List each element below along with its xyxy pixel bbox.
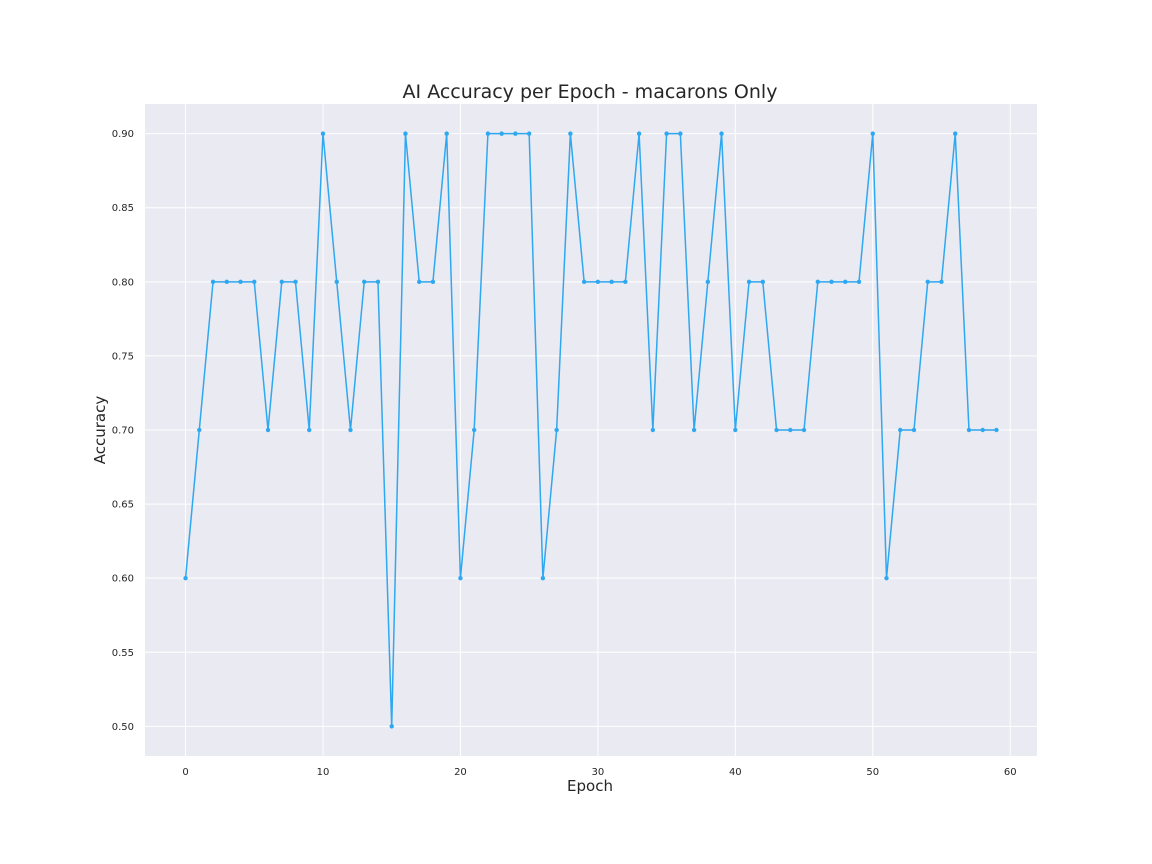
data-point [348, 427, 353, 433]
data-point [953, 131, 958, 136]
data-point [444, 131, 449, 136]
data-point [829, 279, 834, 285]
y-tick-label: 0.75 [112, 351, 134, 362]
data-point [856, 279, 862, 285]
data-point [994, 427, 999, 433]
y-tick-label: 0.65 [112, 500, 134, 511]
x-tick-label: 50 [866, 767, 879, 778]
y-tick-label: 0.90 [112, 129, 134, 140]
data-point [664, 131, 669, 136]
data-point [334, 279, 339, 285]
series-line [184, 132, 997, 728]
y-tick-label: 0.80 [112, 277, 134, 288]
x-axis-label: Epoch [567, 777, 613, 795]
data-point [746, 279, 752, 285]
data-point [925, 279, 930, 285]
data-point [238, 279, 243, 285]
data-point [568, 131, 573, 136]
y-axis-label: Accuracy [91, 396, 109, 465]
data-point [375, 279, 381, 285]
data-point [966, 427, 972, 433]
x-tick-label: 60 [1004, 767, 1017, 778]
data-point [884, 575, 889, 581]
data-point [362, 279, 367, 285]
data-point [650, 427, 656, 433]
data-point [788, 427, 793, 433]
series-group [183, 131, 999, 729]
data-point [609, 279, 614, 285]
y-tick-label: 0.50 [112, 722, 134, 733]
data-point [471, 427, 477, 433]
data-point [760, 279, 766, 285]
data-point [636, 131, 642, 136]
data-point [581, 279, 587, 285]
data-point [513, 131, 518, 136]
data-point [843, 279, 848, 285]
x-tick-labels: 0 10 20 30 40 50 60 [182, 767, 1016, 778]
data-point [389, 724, 394, 729]
data-point [911, 427, 917, 433]
data-point [265, 427, 271, 433]
data-point [898, 427, 903, 433]
x-tick-label: 40 [729, 767, 742, 778]
data-point [980, 427, 985, 433]
data-point [733, 427, 738, 433]
data-point [595, 279, 601, 285]
data-point [815, 279, 820, 285]
data-point [293, 279, 298, 285]
data-point [705, 279, 711, 285]
data-point [210, 279, 216, 285]
chart-title: AI Accuracy per Epoch - macarons Only [403, 81, 778, 103]
data-point [403, 131, 408, 136]
data-point [691, 427, 697, 433]
data-point [416, 279, 422, 285]
data-point [485, 131, 491, 136]
data-point [939, 279, 944, 285]
data-point [252, 279, 257, 285]
data-point [307, 427, 312, 433]
data-point [224, 279, 229, 285]
data-point [320, 131, 326, 136]
x-tick-label: 30 [592, 767, 605, 778]
data-point [719, 131, 724, 136]
y-tick-label: 0.60 [112, 574, 134, 585]
x-tick-label: 0 [182, 767, 188, 778]
data-point [430, 279, 436, 285]
data-point [279, 279, 284, 285]
y-tick-labels: 0.50 0.55 0.60 0.65 0.70 0.75 0.80 0.85 0.90 [112, 129, 134, 733]
y-tick-label: 0.85 [112, 203, 134, 214]
x-tick-label: 10 [317, 767, 330, 778]
data-point [623, 279, 628, 285]
x-tick-label: 20 [454, 767, 467, 778]
data-point [499, 131, 504, 136]
data-point [540, 575, 546, 581]
y-tick-label: 0.70 [112, 426, 134, 437]
data-point [774, 427, 779, 433]
data-point [870, 131, 875, 136]
data-point [554, 427, 559, 433]
data-point [678, 131, 683, 136]
data-point [526, 131, 532, 136]
data-point [183, 575, 188, 581]
y-tick-label: 0.55 [112, 648, 134, 659]
data-point [801, 427, 807, 433]
data-point [458, 575, 463, 581]
data-point [197, 427, 202, 433]
